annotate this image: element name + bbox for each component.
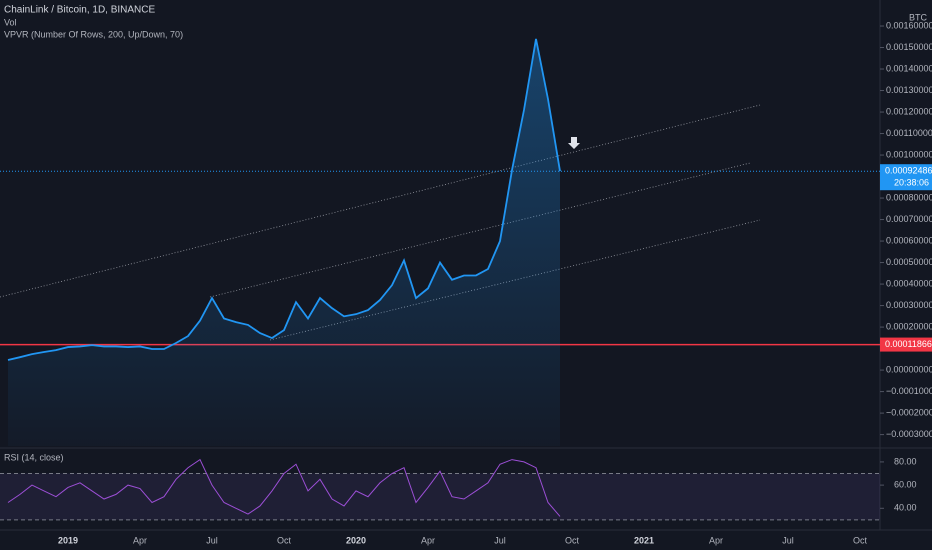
countdown-label: 20:38:06 bbox=[894, 178, 929, 188]
y-tick-label: 0.00130000 bbox=[886, 85, 932, 95]
price-label-box bbox=[880, 337, 932, 352]
y-tick-label: −0.00010000 bbox=[886, 386, 932, 396]
x-tick-label: Apr bbox=[133, 535, 147, 545]
arrow-icon bbox=[568, 137, 580, 149]
x-tick-label: Apr bbox=[709, 535, 723, 545]
x-tick-label: Oct bbox=[853, 535, 868, 545]
x-tick-label: Jul bbox=[782, 535, 794, 545]
line bbox=[7, 38, 561, 361]
y-tick-label: −0.00020000 bbox=[886, 407, 932, 417]
y-tick-label: 40.00 bbox=[894, 503, 917, 513]
indicator-label: VPVR (Number Of Rows, 200, Up/Down, 70) bbox=[4, 29, 183, 39]
y-tick-label: 0.00120000 bbox=[886, 106, 932, 116]
y-tick-label: 80.00 bbox=[894, 456, 917, 466]
line bbox=[7, 458, 561, 517]
y-tick-label: 0.00140000 bbox=[886, 63, 932, 73]
x-tick-label: Jul bbox=[206, 535, 218, 545]
unit-label: BTC bbox=[909, 12, 928, 22]
price-label: 0.00011866 bbox=[885, 339, 932, 349]
area bbox=[8, 38, 560, 447]
y-tick-label: 60.00 bbox=[894, 479, 917, 489]
x-tick-label: 2020 bbox=[346, 535, 366, 545]
y-tick-label: −0.00030000 bbox=[886, 429, 932, 439]
y-tick-label: 0.00100000 bbox=[886, 149, 932, 159]
y-tick-label: 0.00030000 bbox=[886, 300, 932, 310]
price-label: 0.00092486 bbox=[885, 166, 932, 176]
y-tick-label: 0.00020000 bbox=[886, 321, 932, 331]
x-tick-label: Apr bbox=[421, 535, 435, 545]
x-tick-label: Jul bbox=[494, 535, 506, 545]
y-tick-label: 0.00080000 bbox=[886, 192, 932, 202]
x-tick-label: Oct bbox=[277, 535, 292, 545]
y-tick-label: 0.00110000 bbox=[886, 128, 932, 138]
y-tick-label: 0.00040000 bbox=[886, 278, 932, 288]
y-tick-label: 0.00060000 bbox=[886, 235, 932, 245]
rsi-band bbox=[0, 473, 880, 520]
x-tick-label: Oct bbox=[565, 535, 580, 545]
y-tick-label: 0.00070000 bbox=[886, 214, 932, 224]
price-label-box bbox=[880, 164, 932, 191]
y-tick-label: 0.00150000 bbox=[886, 42, 932, 52]
rsi-title: RSI (14, close) bbox=[4, 452, 64, 462]
x-tick-label: 2021 bbox=[634, 535, 654, 545]
indicator-label: Vol bbox=[4, 17, 17, 27]
y-tick-label: 0.00050000 bbox=[886, 257, 932, 267]
x-tick-label: 2019 bbox=[58, 535, 78, 545]
chart-title: ChainLink / Bitcoin, 1D, BINANCE bbox=[4, 5, 156, 16]
y-tick-label: 0.00000000 bbox=[886, 364, 932, 374]
y-tick-label: 0.00160000 bbox=[886, 20, 932, 30]
